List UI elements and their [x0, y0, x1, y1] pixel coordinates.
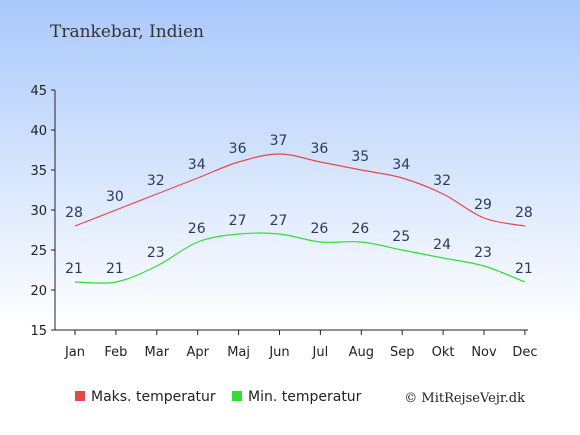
data-label: 34 [188, 157, 206, 173]
data-label: 25 [392, 229, 410, 245]
data-label: 32 [433, 173, 451, 189]
data-label: 21 [106, 261, 124, 277]
series-layer [74, 153, 526, 284]
y-tick-label: 20 [30, 284, 47, 299]
legend-label: Maks. temperatur [91, 389, 216, 405]
data-labels: 28 30 32 34 36 37 36 35 34 32 29 28 21 21 23 26 27 27 26 26… [65, 133, 533, 277]
x-tick-label: Apr [186, 345, 209, 360]
credit-text: © MitRejseVejr.dk [404, 391, 525, 406]
data-label: 26 [310, 221, 328, 237]
x-tick-label: Jun [268, 345, 289, 360]
data-label: 21 [65, 261, 83, 277]
y-tick-label: 45 [30, 84, 47, 99]
series-line-min [74, 232, 526, 284]
y-tick-label: 15 [30, 324, 47, 339]
x-tick-label: Jan [64, 345, 85, 360]
chart-title: Trankebar, Indien [50, 22, 204, 42]
x-tick-label: Dec [512, 345, 537, 360]
data-label: 35 [351, 149, 369, 165]
data-label: 37 [270, 133, 288, 149]
data-label: 24 [433, 237, 451, 253]
x-tick-label: Feb [104, 345, 127, 360]
axes: 15 20 25 30 35 40 45 Jan Feb Mar Apr Maj Jun Jul Aug Se… [30, 84, 537, 360]
x-tick-label: Jul [312, 345, 329, 360]
data-label: 23 [474, 245, 492, 261]
data-label: 27 [229, 213, 247, 229]
x-tick-label: Aug [349, 345, 374, 360]
data-label: 36 [229, 141, 247, 157]
data-label: 30 [106, 189, 124, 205]
y-tick-label: 35 [30, 164, 47, 179]
y-tick-label: 40 [30, 124, 47, 139]
x-tick-label: Nov [471, 345, 497, 360]
data-label: 21 [515, 261, 533, 277]
legend-swatch [75, 391, 85, 401]
x-tick-label: Okt [432, 345, 455, 360]
y-tick-label: 30 [30, 204, 47, 219]
legend-swatch [232, 391, 242, 401]
x-tick-label: Maj [227, 345, 250, 360]
data-label: 28 [515, 205, 533, 221]
x-tick-label: Mar [145, 345, 170, 360]
data-label: 34 [392, 157, 410, 173]
data-label: 26 [351, 221, 369, 237]
data-label: 28 [65, 205, 83, 221]
data-label: 36 [310, 141, 328, 157]
y-tick-label: 25 [30, 244, 47, 259]
data-label: 29 [474, 197, 492, 213]
data-label: 26 [188, 221, 206, 237]
legend-label: Min. temperatur [248, 389, 362, 405]
legend: Maks. temperatur Min. temperatur [75, 389, 362, 405]
series-line-max [74, 153, 526, 227]
x-tick-label: Sep [390, 345, 415, 360]
data-label: 32 [147, 173, 165, 189]
data-label: 23 [147, 245, 165, 261]
data-label: 27 [270, 213, 288, 229]
